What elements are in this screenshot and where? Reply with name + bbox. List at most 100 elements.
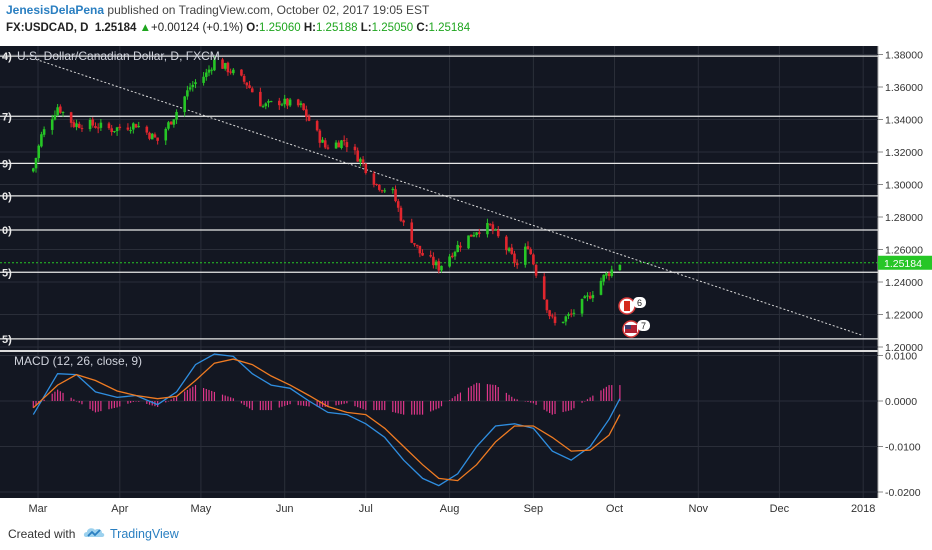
candle-body bbox=[391, 188, 395, 191]
candle-body bbox=[280, 104, 284, 106]
chart-svg[interactable]: 4) 7) 9) 0) 0) 5) 5) 6 7 Mar Apr May Jun Jul Aug Sep O… bbox=[0, 46, 932, 518]
macd-histogram-bar bbox=[303, 401, 305, 406]
candle-body bbox=[223, 63, 227, 69]
high-label: H: bbox=[303, 22, 316, 34]
candle-body bbox=[383, 190, 387, 192]
candle-body bbox=[469, 234, 473, 237]
candle-body bbox=[299, 103, 303, 105]
candle-body bbox=[148, 132, 151, 139]
candle-body bbox=[210, 69, 214, 71]
macd-histogram-bar bbox=[592, 395, 594, 401]
candle-body bbox=[91, 119, 95, 126]
last-price: 1.25184 bbox=[94, 22, 137, 34]
macd-histogram-bar bbox=[448, 400, 451, 401]
macd-histogram-bar bbox=[116, 401, 118, 408]
macd-histogram-bar bbox=[619, 385, 621, 401]
event-count-badge bbox=[633, 297, 646, 308]
macd-histogram-bar bbox=[373, 401, 375, 411]
macd-histogram-bar bbox=[211, 390, 213, 401]
macd-histogram-bar bbox=[492, 384, 494, 401]
us-flag-icon[interactable]: 7 bbox=[622, 320, 650, 338]
candle-body bbox=[486, 223, 489, 235]
price-axis-label: 1.34000 bbox=[885, 115, 923, 127]
macd-histogram-bar bbox=[194, 385, 197, 401]
close-label: C: bbox=[416, 22, 429, 34]
macd-histogram-bar bbox=[59, 391, 61, 401]
tradingview-cloud-icon[interactable] bbox=[82, 525, 106, 541]
candle-body bbox=[226, 62, 230, 73]
tradingview-brand-link[interactable]: TradingView bbox=[110, 527, 179, 541]
candle-body bbox=[602, 274, 605, 282]
macd-histogram-bar bbox=[459, 392, 462, 401]
level-label: 4) bbox=[2, 51, 12, 63]
candle-body bbox=[402, 220, 405, 223]
candle-body bbox=[40, 134, 43, 147]
candle-body bbox=[529, 249, 532, 255]
candle-body bbox=[321, 139, 324, 143]
candle-body bbox=[137, 126, 141, 128]
candle-body bbox=[96, 127, 100, 129]
macd-histogram-bar bbox=[397, 401, 399, 414]
candle-body bbox=[588, 295, 592, 299]
macd-histogram-bar bbox=[81, 401, 83, 405]
macd-histogram-bar bbox=[454, 396, 456, 401]
canton-icon bbox=[625, 325, 631, 329]
level-label: 0) bbox=[2, 225, 12, 237]
macd-histogram-bar bbox=[173, 397, 175, 401]
macd-histogram-bar bbox=[486, 384, 489, 401]
candle-body bbox=[129, 130, 132, 132]
macd-histogram-bar bbox=[403, 401, 405, 415]
candle-body bbox=[250, 88, 254, 93]
maple-leaf-icon bbox=[624, 301, 630, 311]
macd-histogram-bar bbox=[243, 401, 245, 406]
candle-body bbox=[61, 111, 65, 113]
trendline[interactable] bbox=[35, 58, 864, 337]
macd-histogram-bar bbox=[248, 401, 251, 409]
author-link[interactable]: JenesisDelaPena bbox=[6, 3, 105, 17]
macd-histogram-bar bbox=[562, 401, 564, 413]
chart-area[interactable]: 4) 7) 9) 0) 0) 5) 5) 6 7 Mar Apr May Jun Jul Aug Sep O… bbox=[0, 46, 932, 518]
macd-histogram-bar bbox=[138, 401, 140, 402]
symbol-label[interactable]: FX:USDCAD, D bbox=[6, 22, 89, 34]
macd-histogram-bar bbox=[51, 393, 53, 401]
candle-body bbox=[232, 69, 235, 74]
macd-histogram-bar bbox=[75, 401, 78, 402]
macd-histogram-bar bbox=[92, 401, 94, 411]
time-axis-label: Dec bbox=[770, 503, 790, 515]
candle-body bbox=[261, 106, 265, 108]
macd-histogram-bar bbox=[43, 399, 45, 401]
macd-pane-title: MACD (12, 26, close, 9) bbox=[14, 354, 142, 368]
macd-histogram-bar bbox=[251, 401, 253, 411]
macd-histogram-bar bbox=[432, 401, 434, 411]
canada-flag-icon[interactable]: 6 bbox=[618, 297, 646, 315]
macd-histogram-bar bbox=[135, 401, 137, 402]
macd-histogram-bar bbox=[224, 395, 226, 401]
level-label: 9) bbox=[2, 158, 12, 170]
candle-body bbox=[69, 112, 73, 123]
candle-body bbox=[340, 140, 343, 149]
candle-body bbox=[353, 146, 357, 151]
candle-body bbox=[494, 229, 497, 231]
price-axis-label: 1.38000 bbox=[885, 50, 923, 62]
macd-histogram-bar bbox=[384, 401, 386, 411]
macd-histogram-bar bbox=[549, 401, 551, 414]
time-axis-label: Aug bbox=[440, 503, 460, 515]
macd-histogram-bar bbox=[554, 401, 556, 414]
macd-histogram-bar bbox=[100, 401, 102, 412]
price-pane-title: U.S. Dollar/Canadian Dollar, D, FXCM bbox=[17, 49, 220, 63]
candle-body bbox=[591, 294, 595, 299]
level-label: 7) bbox=[2, 111, 12, 123]
candle-body bbox=[77, 123, 81, 128]
candle-body bbox=[488, 223, 492, 225]
macd-histogram-bar bbox=[376, 401, 378, 411]
close-value: 1.25184 bbox=[428, 22, 471, 34]
macd-axis-label: 0.0000 bbox=[885, 396, 917, 408]
macd-histogram-bar bbox=[203, 388, 205, 401]
low-label: L: bbox=[360, 22, 372, 34]
macd-histogram-bar bbox=[73, 399, 75, 401]
candle-body bbox=[429, 255, 432, 257]
macd-histogram-bar bbox=[365, 401, 367, 411]
macd-histogram-bar bbox=[381, 401, 383, 411]
candle-body bbox=[507, 248, 511, 251]
time-axis-background bbox=[0, 498, 932, 518]
